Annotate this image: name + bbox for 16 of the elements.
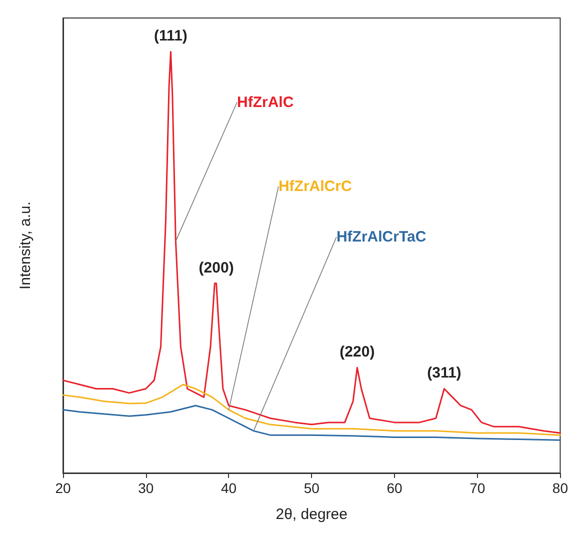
x-tick-label: 70 — [470, 480, 486, 496]
annotation: (111) — [154, 28, 188, 45]
x-tick-label: 80 — [552, 480, 568, 496]
x-tick-label: 20 — [55, 480, 71, 496]
x-tick-label: 40 — [220, 480, 237, 496]
annotation: (311) — [427, 364, 462, 382]
x-tick-label: 50 — [304, 480, 320, 496]
text: HfZrAlC — [237, 94, 294, 111]
y-axis-title: Intensity, a.u. — [17, 201, 34, 290]
annotation: (200) — [198, 259, 234, 276]
x-tick-label: 30 — [138, 480, 154, 496]
x-axis-title: 2θ, degree — [276, 506, 348, 523]
text: HfZrAlCrC — [278, 178, 352, 196]
text: HfZrAlCrTaC — [336, 228, 426, 246]
annotation: (220) — [340, 344, 375, 361]
x-tick-label: 60 — [386, 480, 402, 496]
